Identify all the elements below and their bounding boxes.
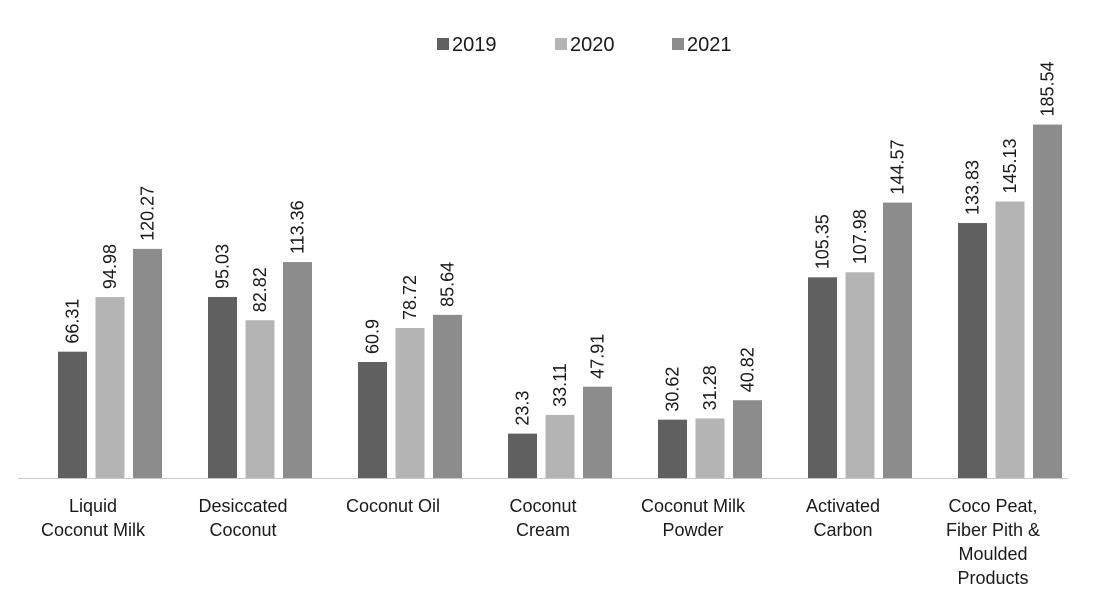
category-label-7: Fiber Pith & xyxy=(946,520,1040,540)
legend-swatch-2020 xyxy=(555,38,567,50)
legend-label-2019: 2019 xyxy=(452,34,497,56)
bar-2020-3 xyxy=(395,328,425,478)
category-label-4: Coconut xyxy=(509,496,576,516)
value-label-2020-7: 145.13 xyxy=(1000,138,1020,193)
bar-2021-2 xyxy=(283,262,312,478)
category-label-1: Coconut Milk xyxy=(41,520,146,540)
value-label-2019-3: 60.9 xyxy=(363,319,383,354)
bars xyxy=(58,124,1062,479)
bar-2020-2 xyxy=(245,320,275,478)
value-label-2020-4: 33.11 xyxy=(550,363,570,407)
category-label-6: Activated xyxy=(806,496,880,516)
category-label-7: Products xyxy=(957,568,1028,588)
value-label-2019-7: 133.83 xyxy=(963,160,983,215)
value-label-2019-2: 95.03 xyxy=(213,244,233,289)
bar-2019-4 xyxy=(508,433,537,478)
category-labels: Liquid Coconut Milk Desiccated Coconut Cocon… xyxy=(41,496,1040,588)
value-label-2019-6: 105.35 xyxy=(813,214,833,269)
value-label-2021-6: 144.57 xyxy=(888,140,908,195)
bar-2021-1 xyxy=(133,248,162,478)
value-label-2021-7: 185.54 xyxy=(1038,61,1058,116)
category-label-2: Coconut xyxy=(209,520,276,540)
value-label-2020-5: 31.28 xyxy=(700,365,720,410)
value-label-2021-5: 40.82 xyxy=(738,347,758,392)
value-label-2020-3: 78.72 xyxy=(400,275,420,320)
bar-2019-3 xyxy=(358,361,387,478)
category-label-7: Moulded xyxy=(958,544,1027,564)
bar-2019-6 xyxy=(808,277,837,478)
category-label-1: Liquid xyxy=(69,496,117,516)
value-label-2021-2: 113.36 xyxy=(288,200,308,254)
bar-2020-7 xyxy=(995,201,1025,478)
category-label-5: Powder xyxy=(662,520,723,540)
legend-label-2021: 2021 xyxy=(687,34,732,56)
value-label-2021-4: 47.91 xyxy=(588,334,608,379)
category-label-4: Cream xyxy=(516,520,570,540)
category-label-7: Coco Peat, xyxy=(948,496,1037,516)
bar-2020-4 xyxy=(545,414,575,478)
value-label-2019-1: 66.31 xyxy=(63,299,83,344)
bar-2020-1 xyxy=(95,297,125,478)
value-label-2019-4: 23.3 xyxy=(513,391,533,426)
legend-label-2020: 2020 xyxy=(570,34,615,56)
category-label-6: Carbon xyxy=(813,520,872,540)
category-label-3: Coconut Oil xyxy=(346,496,440,516)
bar-2019-7 xyxy=(958,223,987,478)
bar-2019-1 xyxy=(58,351,87,478)
bar-2021-4 xyxy=(583,386,612,478)
bar-2020-6 xyxy=(845,272,875,478)
bar-2021-5 xyxy=(733,400,762,478)
bar-2019-2 xyxy=(208,296,237,478)
bar-2021-6 xyxy=(883,202,912,478)
legend-swatch-2019 xyxy=(437,38,449,50)
legend-swatch-2021 xyxy=(672,38,684,50)
value-labels: 66.31 94.98 120.27 95.03 82.82 113.36 60.9 78.7… xyxy=(63,61,1058,425)
bar-2020-5 xyxy=(695,418,725,478)
legend: 2019 2020 2021 xyxy=(437,34,732,56)
bar-2021-7 xyxy=(1033,124,1062,479)
value-label-2019-5: 30.62 xyxy=(663,367,683,412)
bar-2019-5 xyxy=(658,419,687,478)
category-label-5: Coconut Milk xyxy=(641,496,746,516)
value-label-2020-2: 82.82 xyxy=(250,267,270,312)
value-label-2020-6: 107.98 xyxy=(850,209,870,264)
value-label-2020-1: 94.98 xyxy=(100,244,120,289)
bar-2021-3 xyxy=(433,314,462,478)
value-label-2021-3: 85.64 xyxy=(438,262,458,307)
value-label-2021-1: 120.27 xyxy=(138,186,158,241)
category-label-2: Desiccated xyxy=(198,496,287,516)
